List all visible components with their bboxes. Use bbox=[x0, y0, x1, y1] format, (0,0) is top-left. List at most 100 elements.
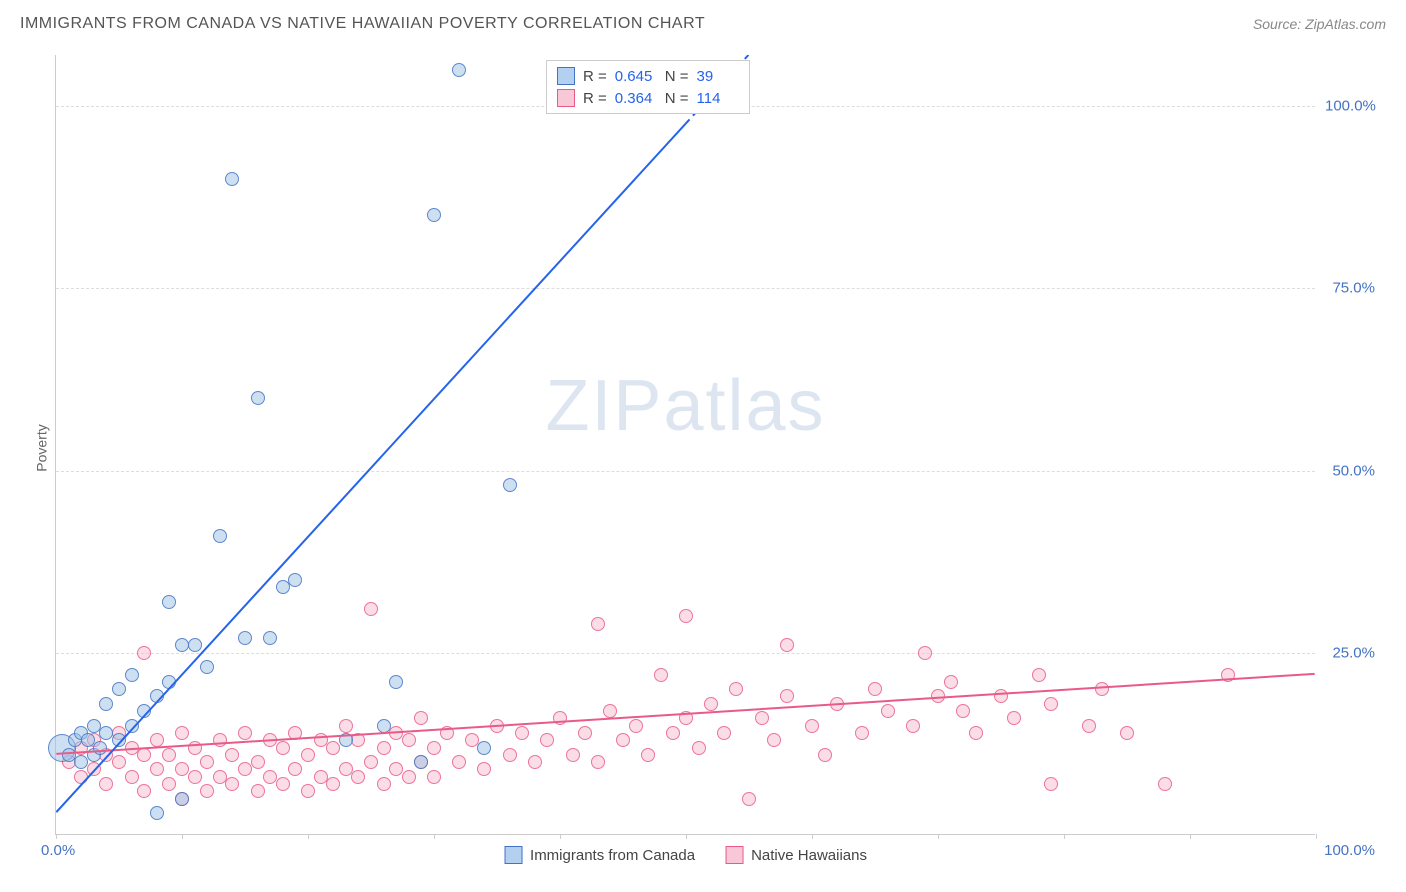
data-point bbox=[742, 792, 756, 806]
swatch-pink-icon bbox=[557, 89, 575, 107]
chart-title: IMMIGRANTS FROM CANADA VS NATIVE HAWAIIA… bbox=[20, 15, 705, 33]
data-point bbox=[994, 689, 1008, 703]
x-tick bbox=[56, 834, 57, 839]
x-tick bbox=[308, 834, 309, 839]
data-point bbox=[137, 704, 151, 718]
data-point bbox=[427, 770, 441, 784]
data-point bbox=[931, 689, 945, 703]
data-point bbox=[213, 529, 227, 543]
data-point bbox=[654, 668, 668, 682]
r-value-pink: 0.364 bbox=[615, 90, 657, 107]
x-tick bbox=[1064, 834, 1065, 839]
data-point bbox=[1095, 682, 1109, 696]
data-point bbox=[414, 755, 428, 769]
data-point bbox=[490, 719, 504, 733]
data-point bbox=[553, 711, 567, 725]
data-point bbox=[452, 755, 466, 769]
data-point bbox=[162, 748, 176, 762]
data-point bbox=[692, 741, 706, 755]
data-point bbox=[125, 668, 139, 682]
y-tick-label: 25.0% bbox=[1325, 644, 1375, 661]
data-point bbox=[452, 63, 466, 77]
chart-area: ZIPatlas R = 0.645 N = 39 R = 0.364 N = … bbox=[55, 55, 1315, 835]
data-point bbox=[125, 719, 139, 733]
data-point bbox=[591, 755, 605, 769]
data-point bbox=[855, 726, 869, 740]
data-point bbox=[288, 762, 302, 776]
data-point bbox=[641, 748, 655, 762]
data-point bbox=[162, 675, 176, 689]
data-point bbox=[225, 777, 239, 791]
data-point bbox=[162, 595, 176, 609]
data-point bbox=[616, 733, 630, 747]
legend-item-pink: Native Hawaiians bbox=[725, 846, 867, 864]
data-point bbox=[137, 748, 151, 762]
data-point bbox=[1007, 711, 1021, 725]
data-point bbox=[238, 631, 252, 645]
source-attribution: Source: ZipAtlas.com bbox=[1253, 16, 1386, 32]
data-point bbox=[578, 726, 592, 740]
gridline bbox=[56, 653, 1315, 654]
data-point bbox=[99, 777, 113, 791]
data-point bbox=[402, 770, 416, 784]
data-point bbox=[906, 719, 920, 733]
data-point bbox=[74, 755, 88, 769]
data-point bbox=[112, 733, 126, 747]
data-point bbox=[175, 726, 189, 740]
data-point bbox=[150, 806, 164, 820]
data-point bbox=[137, 784, 151, 798]
data-point bbox=[162, 777, 176, 791]
data-point bbox=[1158, 777, 1172, 791]
data-point bbox=[1044, 777, 1058, 791]
data-point bbox=[818, 748, 832, 762]
watermark-zip: ZIP bbox=[545, 366, 663, 446]
data-point bbox=[377, 777, 391, 791]
data-point bbox=[918, 646, 932, 660]
data-point bbox=[276, 777, 290, 791]
n-value-pink: 114 bbox=[697, 90, 739, 107]
data-point bbox=[263, 631, 277, 645]
gridline bbox=[56, 471, 1315, 472]
data-point bbox=[717, 726, 731, 740]
x-tick bbox=[560, 834, 561, 839]
data-point bbox=[150, 733, 164, 747]
swatch-blue-icon bbox=[557, 67, 575, 85]
data-point bbox=[477, 741, 491, 755]
data-point bbox=[74, 770, 88, 784]
data-point bbox=[188, 638, 202, 652]
data-point bbox=[225, 748, 239, 762]
data-point bbox=[427, 208, 441, 222]
data-point bbox=[125, 770, 139, 784]
x-tick bbox=[1190, 834, 1191, 839]
data-point bbox=[188, 741, 202, 755]
data-point bbox=[339, 733, 353, 747]
data-point bbox=[351, 733, 365, 747]
data-point bbox=[200, 660, 214, 674]
data-point bbox=[402, 733, 416, 747]
x-tick-label-end: 100.0% bbox=[1324, 842, 1375, 859]
y-tick-label: 50.0% bbox=[1325, 462, 1375, 479]
swatch-pink-icon bbox=[725, 846, 743, 864]
data-point bbox=[944, 675, 958, 689]
data-point bbox=[540, 733, 554, 747]
data-point bbox=[805, 719, 819, 733]
data-point bbox=[389, 675, 403, 689]
data-point bbox=[969, 726, 983, 740]
series-legend: Immigrants from Canada Native Hawaiians bbox=[504, 846, 867, 864]
n-label: N = bbox=[665, 90, 689, 107]
data-point bbox=[238, 762, 252, 776]
n-label: N = bbox=[665, 68, 689, 85]
r-value-blue: 0.645 bbox=[615, 68, 657, 85]
x-tick bbox=[686, 834, 687, 839]
data-point bbox=[427, 741, 441, 755]
data-point bbox=[666, 726, 680, 740]
data-point bbox=[301, 784, 315, 798]
data-point bbox=[1044, 697, 1058, 711]
data-point bbox=[1082, 719, 1096, 733]
data-point bbox=[767, 733, 781, 747]
legend-row-blue: R = 0.645 N = 39 bbox=[557, 65, 739, 87]
data-point bbox=[251, 784, 265, 798]
legend-label-pink: Native Hawaiians bbox=[751, 847, 867, 864]
data-point bbox=[288, 573, 302, 587]
y-tick-label: 75.0% bbox=[1325, 280, 1375, 297]
